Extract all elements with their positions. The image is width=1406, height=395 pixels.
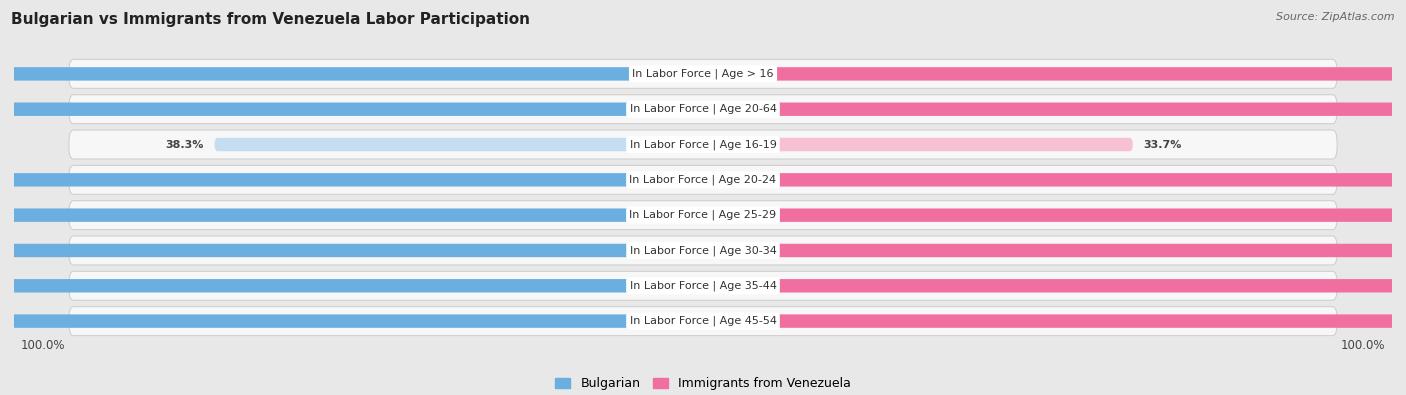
FancyBboxPatch shape — [69, 271, 1337, 300]
FancyBboxPatch shape — [69, 166, 1337, 194]
Text: In Labor Force | Age 35-44: In Labor Force | Age 35-44 — [630, 280, 776, 291]
Text: 100.0%: 100.0% — [21, 339, 65, 352]
FancyBboxPatch shape — [0, 314, 703, 328]
FancyBboxPatch shape — [703, 102, 1406, 116]
Text: 100.0%: 100.0% — [1341, 339, 1385, 352]
Text: 33.7%: 33.7% — [1143, 139, 1181, 150]
FancyBboxPatch shape — [69, 236, 1337, 265]
FancyBboxPatch shape — [703, 173, 1406, 186]
FancyBboxPatch shape — [0, 244, 703, 257]
FancyBboxPatch shape — [703, 244, 1406, 257]
FancyBboxPatch shape — [69, 95, 1337, 124]
FancyBboxPatch shape — [69, 130, 1337, 159]
Text: In Labor Force | Age 20-64: In Labor Force | Age 20-64 — [630, 104, 776, 115]
Text: In Labor Force | Age 25-29: In Labor Force | Age 25-29 — [630, 210, 776, 220]
FancyBboxPatch shape — [703, 138, 1133, 151]
Text: In Labor Force | Age 20-24: In Labor Force | Age 20-24 — [630, 175, 776, 185]
Text: In Labor Force | Age 16-19: In Labor Force | Age 16-19 — [630, 139, 776, 150]
FancyBboxPatch shape — [703, 209, 1406, 222]
FancyBboxPatch shape — [69, 59, 1337, 88]
FancyBboxPatch shape — [703, 314, 1406, 328]
Text: Bulgarian vs Immigrants from Venezuela Labor Participation: Bulgarian vs Immigrants from Venezuela L… — [11, 12, 530, 27]
FancyBboxPatch shape — [0, 102, 703, 116]
FancyBboxPatch shape — [0, 67, 703, 81]
Text: In Labor Force | Age 30-34: In Labor Force | Age 30-34 — [630, 245, 776, 256]
Text: Source: ZipAtlas.com: Source: ZipAtlas.com — [1277, 12, 1395, 22]
FancyBboxPatch shape — [0, 173, 703, 186]
FancyBboxPatch shape — [69, 201, 1337, 229]
FancyBboxPatch shape — [69, 307, 1337, 336]
FancyBboxPatch shape — [0, 279, 703, 293]
Text: 38.3%: 38.3% — [166, 139, 204, 150]
FancyBboxPatch shape — [703, 67, 1406, 81]
FancyBboxPatch shape — [214, 138, 703, 151]
Text: In Labor Force | Age > 16: In Labor Force | Age > 16 — [633, 69, 773, 79]
Legend: Bulgarian, Immigrants from Venezuela: Bulgarian, Immigrants from Venezuela — [550, 372, 856, 395]
FancyBboxPatch shape — [0, 209, 703, 222]
FancyBboxPatch shape — [703, 279, 1406, 293]
Text: In Labor Force | Age 45-54: In Labor Force | Age 45-54 — [630, 316, 776, 326]
